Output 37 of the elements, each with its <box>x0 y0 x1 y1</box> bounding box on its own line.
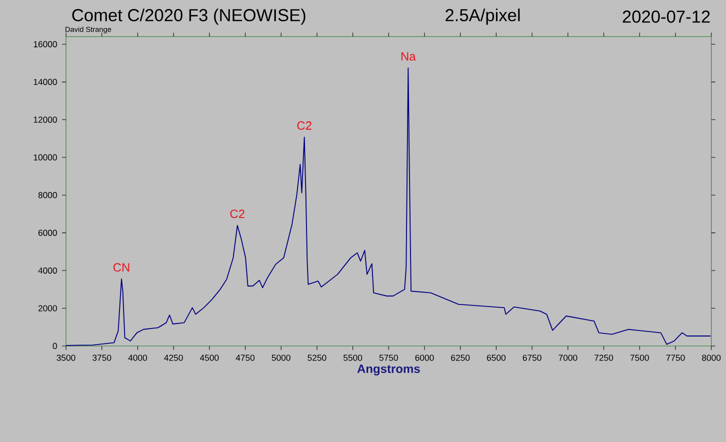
x-tick-label: 5250 <box>308 354 326 361</box>
y-tick-label: 12000 <box>34 116 57 123</box>
y-tick-label: 4000 <box>38 267 57 274</box>
text: 2020-07-12 <box>622 10 710 23</box>
chart-title: Comet C/2020 F3 (NEOWISE) <box>72 8 306 25</box>
x-tick-label: 4500 <box>200 354 219 361</box>
annotation: C2 <box>297 121 312 130</box>
x-tick-label: 4000 <box>128 354 147 361</box>
x-tick-label: 8000 <box>702 354 721 361</box>
x-tick-label: 6750 <box>522 354 542 361</box>
annotation: CN <box>113 263 130 272</box>
x-tick-label: 4750 <box>236 354 255 361</box>
x-tick-label: 7750 <box>666 354 685 361</box>
x-tick-label: 5750 <box>379 354 398 361</box>
x-tick-label: 7250 <box>594 354 614 361</box>
x-tick-label: 4250 <box>164 354 183 361</box>
y-tick-label: 16000 <box>34 41 57 48</box>
line-series <box>66 68 712 346</box>
x-tick-label: 6500 <box>487 354 506 361</box>
x-tick-label: 7000 <box>558 354 578 361</box>
x-tick-label: 3750 <box>92 354 112 361</box>
x-tick-label: 3500 <box>56 354 76 361</box>
y-tick-label: 0 <box>52 342 57 350</box>
x-tick-label: 7500 <box>630 354 649 361</box>
chart-subtitle: 2.5A/pixel <box>446 8 520 25</box>
x-tick-label: 6250 <box>451 354 470 361</box>
annotation: C2 <box>230 210 244 218</box>
x-axis-title: Angstroms <box>357 364 420 376</box>
y-tick-label: 10000 <box>34 154 57 160</box>
x-tick-label: 5500 <box>344 354 362 361</box>
y-tick-label: 2000 <box>38 305 57 312</box>
y-tick-label: 14000 <box>34 78 57 85</box>
y-tick-label: 8000 <box>38 192 57 198</box>
annotation: Na <box>401 52 416 61</box>
x-tick-label: 6000 <box>415 354 434 361</box>
y-tick-label: 6000 <box>38 230 57 236</box>
x-tick-label: 5000 <box>272 354 290 361</box>
